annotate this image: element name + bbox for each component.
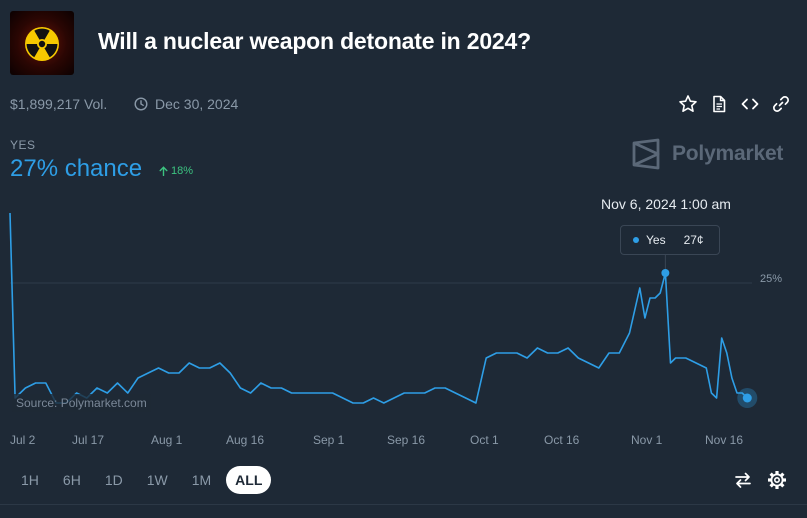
embed-button[interactable] bbox=[740, 94, 760, 114]
chart-source: Source: Polymarket.com bbox=[12, 394, 151, 412]
rules-button[interactable] bbox=[709, 94, 729, 114]
range-1h-button[interactable]: 1H bbox=[21, 472, 39, 488]
market-volume: $1,899,217 Vol. bbox=[10, 96, 108, 112]
x-tick-label: Sep 1 bbox=[313, 433, 345, 447]
range-all-button[interactable]: ALL bbox=[226, 466, 272, 494]
tooltip-series: Yes bbox=[646, 233, 666, 247]
clock-icon bbox=[134, 97, 148, 111]
chance-value: 27% chance bbox=[10, 155, 143, 182]
swap-arrows-icon bbox=[735, 472, 751, 488]
x-tick-label: Oct 16 bbox=[544, 433, 580, 447]
arrow-up-icon bbox=[159, 166, 168, 176]
star-icon bbox=[679, 95, 697, 112]
brand-name: Polymarket bbox=[672, 142, 784, 165]
chart-tooltip: Yes 27¢ bbox=[620, 225, 720, 255]
x-tick-label: Jul 2 bbox=[10, 433, 36, 447]
polymarket-logo: Polymarket bbox=[630, 138, 783, 170]
polymarket-icon bbox=[632, 138, 660, 170]
tooltip-value: 27¢ bbox=[683, 233, 704, 247]
link-icon bbox=[773, 96, 789, 112]
market-end-date: Dec 30, 2024 bbox=[134, 96, 238, 112]
x-tick-label: Aug 16 bbox=[226, 433, 265, 447]
time-range-selector: 1H 6H 1D 1W 1M ALL bbox=[12, 466, 277, 494]
embed-code-icon bbox=[741, 98, 759, 110]
copy-link-button[interactable] bbox=[771, 94, 791, 114]
market-icon bbox=[10, 11, 74, 75]
bottom-divider bbox=[0, 504, 807, 505]
x-tick-label: Nov 1 bbox=[631, 433, 663, 447]
x-tick-label: Sep 16 bbox=[387, 433, 426, 447]
change-value: 18% bbox=[171, 165, 194, 177]
swap-outcome-button[interactable] bbox=[733, 470, 753, 490]
x-tick-label: Oct 1 bbox=[470, 433, 499, 447]
market-title: Will a nuclear weapon detonate in 2024? bbox=[98, 28, 531, 54]
end-date-text: Dec 30, 2024 bbox=[155, 96, 239, 112]
market-actions bbox=[678, 94, 791, 114]
tooltip-date: Nov 6, 2024 1:00 am bbox=[601, 196, 731, 212]
favorite-button[interactable] bbox=[678, 94, 698, 114]
latest-point bbox=[742, 393, 752, 403]
range-1w-button[interactable]: 1W bbox=[146, 472, 168, 488]
x-tick-label: Aug 1 bbox=[151, 433, 183, 447]
series-dot bbox=[633, 237, 639, 243]
y-tick-label: 25% bbox=[760, 273, 783, 285]
hover-point bbox=[661, 269, 670, 277]
document-icon bbox=[713, 95, 726, 113]
chart-actions bbox=[733, 470, 787, 490]
range-6h-button[interactable]: 6H bbox=[62, 472, 81, 488]
range-1d-button[interactable]: 1D bbox=[104, 472, 123, 488]
chance-change: 18% bbox=[159, 165, 193, 177]
outcome-label: YES bbox=[10, 138, 36, 152]
chart-settings-button[interactable] bbox=[767, 470, 787, 490]
series-line-yes bbox=[9, 212, 748, 404]
price-chart[interactable] bbox=[0, 195, 807, 435]
gear-icon bbox=[768, 471, 786, 489]
x-tick-label: Nov 16 bbox=[705, 433, 744, 447]
range-1m-button[interactable]: 1M bbox=[191, 472, 212, 488]
radiation-icon bbox=[25, 27, 59, 61]
x-tick-label: Jul 17 bbox=[72, 433, 105, 447]
